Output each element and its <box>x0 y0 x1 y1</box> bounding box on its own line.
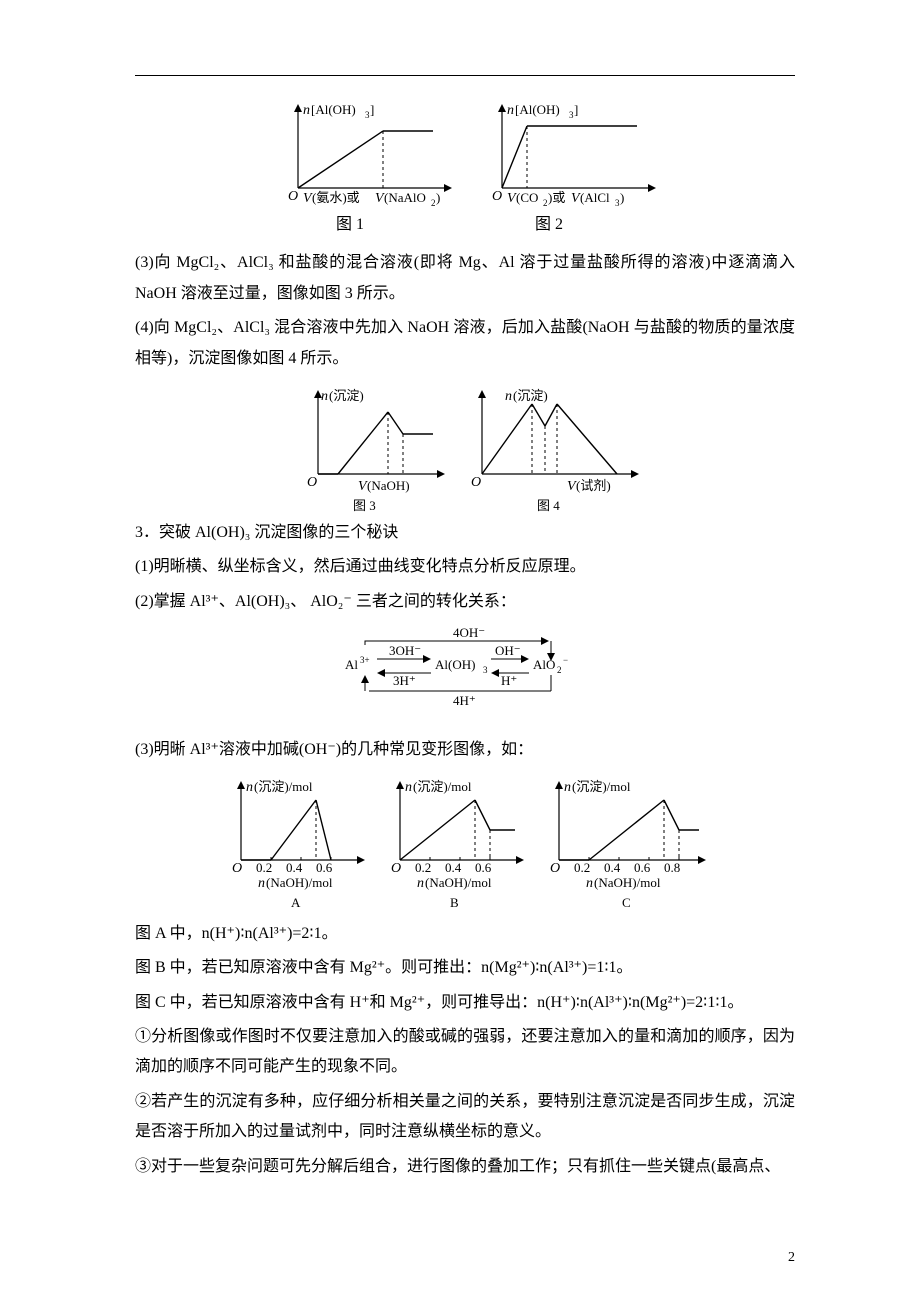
svg-text:O: O <box>492 189 502 204</box>
svg-text:n: n <box>405 780 412 795</box>
svg-text:4OH⁻: 4OH⁻ <box>453 625 485 640</box>
chart-C: n(沉淀)/mol O 0.2 0.4 0.6 0.8 n(NaOH)/mol … <box>534 775 714 915</box>
chart-fig4: n (沉淀) O V (试剂) 图 4 <box>457 384 647 514</box>
svg-text:H⁺: H⁺ <box>501 673 517 688</box>
captions-1-2: 图 1 图 2 <box>135 210 795 240</box>
svg-text:0.2: 0.2 <box>574 860 590 875</box>
chart-A: n(沉淀)/mol O 0.2 0.4 0.6 n(NaOH)/mol A <box>216 775 371 915</box>
svg-text:OH⁻: OH⁻ <box>495 643 521 658</box>
svg-text:2: 2 <box>543 198 548 206</box>
svg-text:3H⁺: 3H⁺ <box>393 673 416 688</box>
svg-text:n: n <box>321 389 328 404</box>
paragraph-3: (3)向 MgCl₂、AlCl₃ 和盐酸的混合溶液(即将 Mg、Al 溶于过量盐… <box>135 248 795 309</box>
svg-text:(NaAlO: (NaAlO <box>384 190 426 205</box>
svg-text:n: n <box>303 103 310 118</box>
line-c: 图 C 中，若已知原溶液中含有 H⁺和 Mg²⁺，则可推导出：n(H⁺)∶n(A… <box>135 988 795 1018</box>
svg-text:]: ] <box>574 102 578 117</box>
svg-text:3: 3 <box>483 665 488 675</box>
svg-text:n: n <box>417 876 424 891</box>
figures-1-2: n [Al(OH) 3 ] O V (氨水)或 V (NaAlO 2 ) n [… <box>135 96 795 206</box>
caption-fig2: 图 2 <box>454 210 644 240</box>
svg-text:B: B <box>450 895 459 910</box>
svg-text:O: O <box>232 861 242 876</box>
svg-text:0.6: 0.6 <box>475 860 492 875</box>
svg-text:Al: Al <box>345 657 358 672</box>
note-3: ③对于一些复杂问题可先分解后组合，进行图像的叠加工作；只有抓住一些关键点(最高点… <box>135 1152 795 1182</box>
svg-text:2: 2 <box>431 198 436 206</box>
svg-text:n: n <box>258 876 265 891</box>
svg-text:3+: 3+ <box>360 655 370 665</box>
svg-text:0.2: 0.2 <box>415 860 431 875</box>
svg-text:0.4: 0.4 <box>286 860 303 875</box>
figures-3-4: n (沉淀) O V (NaOH) 图 3 n (沉淀) O V (试剂) 图 <box>135 384 795 514</box>
line-a: 图 A 中，n(H⁺)∶n(Al³⁺)=2∶1。 <box>135 919 795 949</box>
svg-text:)或: )或 <box>548 190 565 205</box>
svg-text:图 4: 图 4 <box>537 498 560 513</box>
svg-text:3OH⁻: 3OH⁻ <box>389 643 421 658</box>
svg-text:O: O <box>307 475 317 490</box>
svg-text:AlO: AlO <box>533 657 555 672</box>
svg-text:(NaOH)/mol: (NaOH)/mol <box>266 875 333 890</box>
svg-text:): ) <box>620 190 624 205</box>
chart-fig1: n [Al(OH) 3 ] O V (氨水)或 V (NaAlO 2 ) <box>263 96 463 206</box>
svg-text:2: 2 <box>557 665 562 675</box>
svg-text:n: n <box>564 780 571 795</box>
svg-text:4H⁺: 4H⁺ <box>453 693 476 708</box>
note-2: ②若产生的沉淀有多种，应仔细分析相关量之间的关系，要特别注意沉淀是否同步生成，沉… <box>135 1087 795 1148</box>
sec3-3: (3)明晰 Al³⁺溶液中加碱(OH⁻)的几种常见变形图像，如： <box>135 735 795 765</box>
svg-text:n: n <box>246 780 253 795</box>
svg-text:(NaOH): (NaOH) <box>367 478 410 493</box>
svg-text:(沉淀): (沉淀) <box>329 388 364 403</box>
svg-text:(AlCl: (AlCl <box>580 190 610 205</box>
svg-text:(氨水)或: (氨水)或 <box>312 190 360 205</box>
svg-text:): ) <box>436 190 440 205</box>
page: n [Al(OH) 3 ] O V (氨水)或 V (NaAlO 2 ) n [… <box>0 0 920 1302</box>
sec3-2: (2)掌握 Al³⁺、Al(OH)₃、 AlO₂⁻ 三者之间的转化关系： <box>135 587 795 617</box>
top-rule <box>135 75 795 76</box>
caption-fig1: 图 1 <box>250 210 450 240</box>
sec3-1: (1)明晰横、纵坐标含义，然后通过曲线变化特点分析反应原理。 <box>135 552 795 582</box>
svg-text:[Al(OH): [Al(OH) <box>515 102 560 117</box>
svg-text:0.4: 0.4 <box>445 860 462 875</box>
page-number: 2 <box>788 1245 795 1272</box>
svg-text:(试剂): (试剂) <box>576 478 611 493</box>
svg-text:0.6: 0.6 <box>316 860 333 875</box>
svg-text:O: O <box>391 861 401 876</box>
svg-text:(沉淀): (沉淀) <box>513 388 548 403</box>
svg-text:(NaOH)/mol: (NaOH)/mol <box>594 875 661 890</box>
svg-text:−: − <box>563 655 568 665</box>
line-b: 图 B 中，若已知原溶液中含有 Mg²⁺。则可推出：n(Mg²⁺)∶n(Al³⁺… <box>135 953 795 983</box>
svg-text:图 3: 图 3 <box>353 498 376 513</box>
svg-text:(沉淀)/mol: (沉淀)/mol <box>413 779 472 794</box>
svg-text:O: O <box>550 861 560 876</box>
chart-B: n(沉淀)/mol O 0.2 0.4 0.6 n(NaOH)/mol B <box>375 775 530 915</box>
chart-fig3: n (沉淀) O V (NaOH) 图 3 <box>283 384 453 514</box>
svg-text:n: n <box>505 389 512 404</box>
svg-text:0.2: 0.2 <box>256 860 272 875</box>
svg-text:(沉淀)/mol: (沉淀)/mol <box>572 779 631 794</box>
svg-text:Al(OH): Al(OH) <box>435 657 475 672</box>
svg-text:(沉淀)/mol: (沉淀)/mol <box>254 779 313 794</box>
paragraph-4: (4)向 MgCl₂、AlCl₃ 混合溶液中先加入 NaOH 溶液，后加入盐酸(… <box>135 313 795 374</box>
svg-text:(NaOH)/mol: (NaOH)/mol <box>425 875 492 890</box>
figures-abc: n(沉淀)/mol O 0.2 0.4 0.6 n(NaOH)/mol A n(… <box>135 775 795 915</box>
svg-text:]: ] <box>370 102 374 117</box>
svg-text:(CO: (CO <box>516 190 538 205</box>
svg-text:n: n <box>507 103 514 118</box>
svg-text:0.8: 0.8 <box>664 860 680 875</box>
svg-text:C: C <box>622 895 631 910</box>
conversion-diagram: 4OH⁻ Al 3+ Al(OH) 3 AlO 2 − 3OH⁻ 3H⁺ OH⁻ <box>135 625 795 726</box>
svg-text:[Al(OH): [Al(OH) <box>311 102 356 117</box>
chart-fig2: n [Al(OH) 3 ] O V (CO 2 )或 V (AlCl 3 ) <box>467 96 667 206</box>
svg-text:n: n <box>586 876 593 891</box>
svg-text:O: O <box>288 189 298 204</box>
svg-text:0.4: 0.4 <box>604 860 621 875</box>
sec3-title: 3．突破 Al(OH)₃ 沉淀图像的三个秘诀 <box>135 518 795 548</box>
note-1: ①分析图像或作图时不仅要注意加入的酸或碱的强弱，还要注意加入的量和滴加的顺序，因… <box>135 1022 795 1083</box>
svg-text:0.6: 0.6 <box>634 860 651 875</box>
svg-text:A: A <box>291 895 301 910</box>
svg-text:O: O <box>471 475 481 490</box>
